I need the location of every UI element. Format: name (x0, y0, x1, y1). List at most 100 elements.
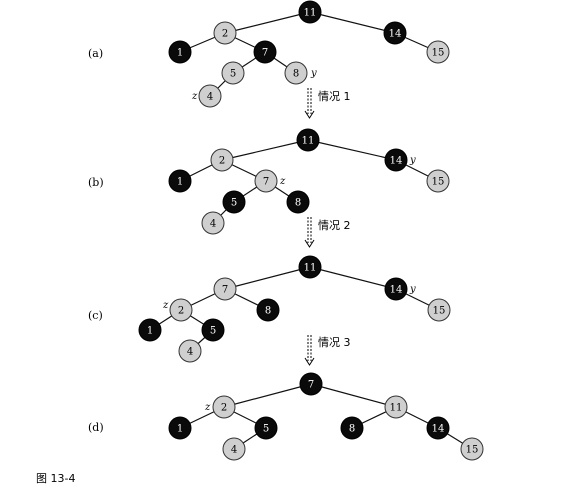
edge-b11-b14 (307, 139, 397, 161)
node-key: 1 (177, 177, 183, 188)
red-node-circle (254, 169, 278, 193)
node-key: 8 (295, 198, 301, 209)
node-key: 4 (231, 445, 237, 456)
tree-node: 8 (256, 298, 280, 322)
node-key: 7 (262, 48, 268, 59)
black-node-circle (254, 416, 278, 440)
tree-node: 1 (138, 318, 162, 342)
black-node-circle (138, 318, 162, 342)
node-key: 5 (210, 326, 216, 337)
tree-node: 4z (191, 84, 222, 108)
black-node-circle (256, 298, 280, 322)
red-node-circle (426, 169, 450, 193)
tree-node: 5 (221, 61, 245, 85)
black-node-circle (298, 0, 322, 24)
node-pointer-label: z (279, 176, 286, 187)
node-key: 8 (293, 69, 299, 80)
node-key: 11 (304, 8, 317, 19)
red-node-circle (210, 148, 234, 172)
tree-node: 7 (253, 40, 277, 64)
figure-caption: 图 13-4 (36, 472, 75, 485)
node-key: 14 (432, 424, 445, 435)
red-node-circle (221, 61, 245, 85)
tree-node: 14 (383, 21, 407, 45)
black-node-circle (383, 21, 407, 45)
tree-node: 8 (286, 190, 310, 214)
node-key: 4 (207, 92, 213, 103)
black-node-circle (384, 277, 408, 301)
node-key: 15 (466, 445, 479, 456)
red-node-circle (201, 211, 225, 235)
black-node-circle (253, 40, 277, 64)
node-key: 14 (390, 285, 403, 296)
node-key: 2 (219, 156, 225, 167)
node-key: 8 (349, 424, 355, 435)
tree-node: 7 (299, 372, 323, 396)
red-node-circle (213, 21, 237, 45)
black-node-circle (340, 416, 364, 440)
panel-label-c: (c) (88, 309, 103, 322)
black-node-circle (201, 318, 225, 342)
node-key: 1 (147, 326, 153, 337)
tree-node: 5 (222, 190, 246, 214)
node-key: 2 (178, 306, 184, 317)
tree-node: 14 y (384, 277, 416, 301)
tree-node: 15 (426, 169, 450, 193)
node-key: 14 (390, 156, 403, 167)
tree-node: 8 (340, 416, 364, 440)
tree-node: 4 (222, 437, 246, 461)
tree-node: 5 (254, 416, 278, 440)
node-pointer-label: z (204, 402, 211, 413)
panel-label-b: (b) (88, 176, 104, 189)
node-key: 14 (389, 29, 402, 40)
node-key: 11 (302, 136, 315, 147)
arrows-layer (304, 88, 315, 366)
transition-arrow-2 (304, 217, 315, 248)
red-node-circle (178, 339, 202, 363)
tree-node: 15 (426, 40, 450, 64)
node-key: 1 (177, 48, 183, 59)
red-node-circle (212, 395, 236, 419)
node-key: 4 (187, 347, 193, 358)
tree-node: 2z (162, 298, 193, 322)
tree-node: 15 (427, 298, 451, 322)
edge-d7-d11 (310, 383, 397, 408)
red-node-circle (460, 437, 484, 461)
transition-arrow-1 (304, 88, 315, 119)
red-node-circle (426, 40, 450, 64)
node-key: 4 (210, 219, 216, 230)
tree-node: 11 (296, 128, 320, 152)
edge-c11-c7 (224, 266, 311, 290)
tree-node: 2 (210, 148, 234, 172)
case-label-1: 情况 1 (318, 90, 351, 103)
red-node-circle (222, 437, 246, 461)
node-key: 7 (222, 285, 228, 296)
node-key: 15 (432, 177, 445, 188)
tree-node: 4 (201, 211, 225, 235)
red-node-circle (384, 395, 408, 419)
node-key: 15 (432, 48, 445, 59)
panel-label-a: (a) (88, 47, 103, 60)
black-node-circle (298, 255, 322, 279)
tree-node: 2 (213, 21, 237, 45)
tree-node: 15 (460, 437, 484, 461)
edge-d7-d2 (223, 383, 312, 408)
node-key: 2 (221, 403, 227, 414)
transition-arrow-3 (304, 335, 315, 366)
tree-node: 1 (168, 169, 192, 193)
tree-node: 11 (298, 0, 322, 24)
node-key: 5 (230, 69, 236, 80)
edge-a11-a14 (309, 11, 396, 34)
black-node-circle (222, 190, 246, 214)
node-key: 5 (263, 424, 269, 435)
black-node-circle (168, 169, 192, 193)
red-node-circle (284, 61, 308, 85)
red-node-circle (213, 277, 237, 301)
node-key: 5 (231, 198, 237, 209)
black-node-circle (168, 416, 192, 440)
tree-node: 1 (168, 416, 192, 440)
